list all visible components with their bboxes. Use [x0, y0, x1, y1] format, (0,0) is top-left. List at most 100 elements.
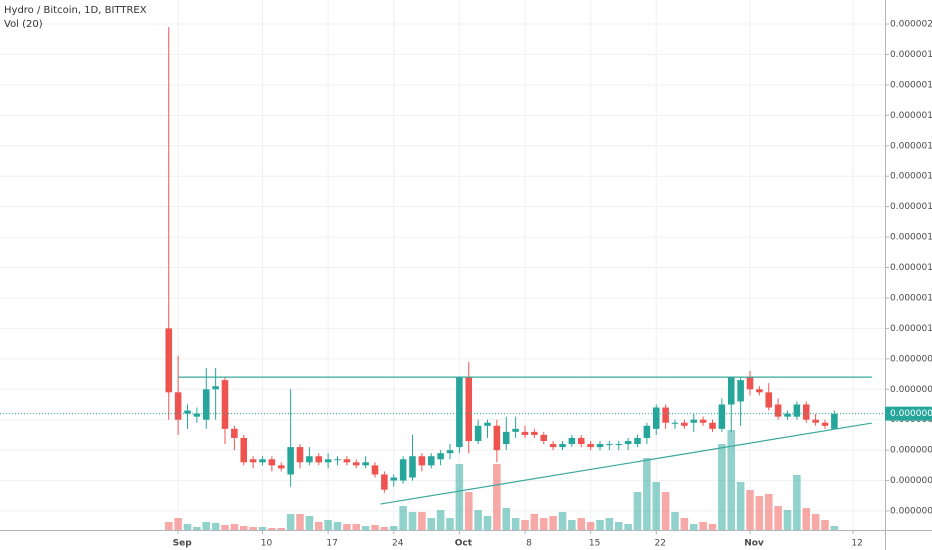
candle-body [596, 444, 604, 448]
volume-bar [511, 518, 520, 530]
candle-body [606, 444, 613, 446]
candle-body [812, 419, 819, 423]
volume-title: Vol (20) [4, 19, 43, 30]
volume-bar [202, 522, 211, 530]
candle-body [240, 437, 248, 463]
candle-body [399, 459, 407, 481]
y-tick-label: 0.00000080 [890, 385, 932, 395]
x-tick-label: 24 [392, 539, 404, 549]
candle-body [521, 431, 529, 435]
candle-body [174, 392, 182, 420]
volume-bar [530, 514, 539, 530]
volume-bar [324, 520, 332, 530]
y-tick-label: 0.00000130 [890, 233, 932, 243]
volume-bar [211, 523, 220, 530]
candle-body [727, 377, 735, 405]
x-tick-label: Nov [744, 539, 764, 549]
volume-bar [268, 528, 276, 530]
candle-body [662, 407, 669, 423]
volume-bar [614, 522, 623, 530]
candle-body [409, 456, 416, 478]
candle-body [774, 404, 782, 417]
volume-bar [408, 512, 417, 530]
candle-body [446, 450, 454, 454]
volume-bar [539, 518, 548, 530]
candle-body [427, 456, 435, 466]
volume-bar [193, 527, 201, 530]
y-tick-label: 0.00000180 [890, 80, 932, 90]
volume-bar [521, 520, 529, 530]
candle-body [437, 453, 444, 460]
candle-body [484, 422, 491, 426]
volume-bar [643, 458, 651, 530]
volume-bar [352, 524, 361, 530]
volume-bar [314, 522, 323, 530]
volume-bar [230, 524, 239, 530]
volume-bar [680, 518, 689, 530]
volume-bar [708, 524, 717, 530]
candle-body [549, 444, 557, 448]
last-price-box [885, 406, 932, 421]
volume-bar [605, 518, 614, 530]
volume-bar [624, 524, 632, 530]
volume-bar [436, 510, 445, 530]
volume-bar [727, 430, 736, 530]
volume-bar [736, 482, 745, 530]
x-tick-label: 10 [261, 539, 273, 549]
candle-body [784, 413, 791, 417]
grid [0, 0, 885, 530]
volume-bar [427, 518, 436, 530]
y-tick-label: 0.00000170 [890, 111, 932, 121]
candle-body [615, 444, 623, 446]
candle-body [756, 389, 763, 393]
y-tick-label: 0.00000140 [890, 202, 932, 212]
volume-bar [502, 508, 511, 530]
y-tick-label: 0.00000150 [890, 172, 932, 182]
candle-body [568, 437, 576, 445]
candle-body [699, 419, 707, 423]
candle-body [531, 431, 538, 435]
volume-bar [746, 490, 754, 530]
volume-bar [239, 526, 248, 530]
y-tick-label: 0.00000090 [890, 354, 932, 364]
candle-body [231, 428, 238, 438]
volume-bar [277, 528, 286, 530]
x-tick-label: Oct [455, 539, 473, 549]
candle-body [277, 465, 285, 469]
candle-body [709, 422, 716, 429]
candle-body [802, 404, 810, 420]
candle-body [268, 459, 276, 466]
y-tick-label: 0.00000050 [890, 476, 932, 486]
candle-body [831, 413, 838, 429]
volume-bar [296, 514, 304, 530]
volume-bar [493, 464, 501, 530]
volume-bar [389, 526, 398, 530]
candle-body [793, 404, 801, 417]
candle-body [559, 444, 566, 448]
x-tick-label: 22 [655, 539, 666, 549]
y-tick-label: 0.00000160 [890, 141, 932, 151]
volume-bar [164, 522, 173, 530]
y-tick-label: 0.00000040 [890, 507, 932, 517]
candle-body [643, 425, 651, 438]
x-tick-label: 12 [851, 539, 862, 549]
volume-bar [596, 520, 604, 530]
candle-body [287, 447, 294, 475]
candle-body [587, 444, 594, 448]
volume-bar [343, 524, 351, 530]
candle-body [306, 456, 313, 463]
volume-bar [764, 494, 773, 530]
y-tick-label: 0.00000190 [890, 50, 932, 60]
volume-bar [793, 475, 801, 530]
volume-bar [755, 496, 764, 530]
y-tick-label: 0.00000200 [890, 20, 932, 30]
candle-body [249, 459, 257, 463]
volume-bar [586, 522, 595, 530]
candle-body [334, 459, 341, 461]
volume-bar [418, 512, 426, 530]
candle-body [371, 465, 379, 475]
volume-bar [811, 514, 820, 530]
volume-pane [164, 430, 839, 530]
